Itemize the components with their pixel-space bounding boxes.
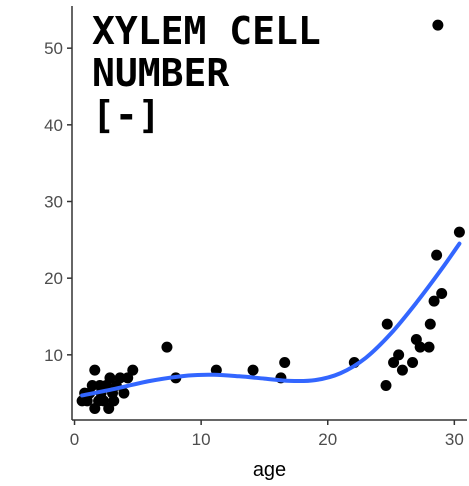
data-point <box>432 19 444 31</box>
data-point <box>428 295 440 307</box>
data-point <box>423 341 435 353</box>
chart-title: XYLEM CELL NUMBER [-] <box>92 9 321 137</box>
y-tick-label: 40 <box>44 116 63 135</box>
y-tick-label: 20 <box>44 269 63 288</box>
data-point <box>108 395 120 407</box>
trend-line <box>80 241 462 398</box>
data-point <box>380 380 392 391</box>
data-point <box>393 349 405 361</box>
data-point <box>407 357 419 368</box>
y-tick-label: 30 <box>44 193 63 212</box>
data-point <box>161 341 173 353</box>
data-point <box>279 357 291 368</box>
data-point <box>381 318 393 330</box>
x-tick-label: 10 <box>192 430 211 449</box>
data-point <box>114 372 126 384</box>
chart-title-line-2: NUMBER <box>92 51 229 95</box>
x-tick-label: 0 <box>70 430 79 449</box>
data-point <box>104 372 116 384</box>
chart-title-line-3: [-] <box>92 93 161 137</box>
y-tick-label: 50 <box>44 39 63 58</box>
x-tick-label: 30 <box>445 430 464 449</box>
data-point <box>118 387 130 399</box>
x-tick-label: 20 <box>318 430 337 449</box>
data-point <box>396 364 408 376</box>
data-point <box>86 380 98 391</box>
x-axis-title: age <box>253 459 286 481</box>
data-point <box>89 364 101 376</box>
x-axis-ticks: 0 10 20 30 <box>70 420 464 449</box>
data-point <box>414 341 426 353</box>
data-point <box>247 364 259 376</box>
y-axis-ticks: 10 20 30 40 50 <box>44 39 72 365</box>
data-point <box>431 249 443 261</box>
data-point <box>436 288 448 299</box>
chart-title-line-1: XYLEM CELL <box>92 9 321 53</box>
y-tick-label: 10 <box>44 346 63 365</box>
data-point <box>127 364 139 376</box>
data-point <box>424 318 436 330</box>
data-point <box>453 226 465 238</box>
